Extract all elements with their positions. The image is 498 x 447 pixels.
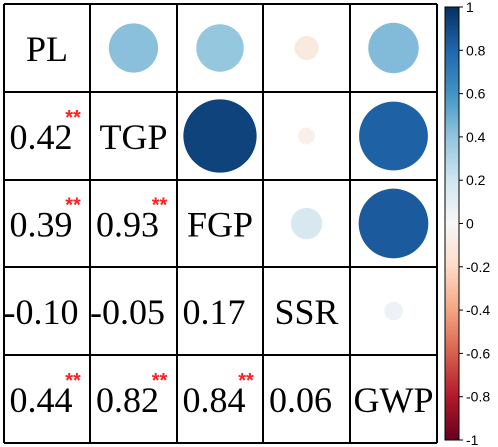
colorbar-tick-label: -0.2 [466,259,490,275]
colorbar-tick-label: -0.6 [466,345,490,361]
colorbar-tick-label: 0.6 [466,86,486,102]
colorbar-tick-label: -1 [466,432,479,447]
significance-marker: ** [238,370,254,392]
colorbar-tick-label: 1 [466,0,474,15]
colorbar-gradient [444,6,460,441]
correlation-circle [358,188,429,259]
correlation-value: -0.10 [4,292,79,332]
correlation-circle [294,35,319,61]
correlation-value: 0.93 [96,205,159,245]
correlation-value: 0.17 [183,292,246,332]
significance-marker: ** [65,107,81,129]
correlation-value: 0.39 [10,205,73,245]
correlation-circle [359,101,428,171]
colorbar-tick-label: 0.8 [466,42,486,58]
significance-marker: ** [152,370,168,392]
correlation-circle [368,22,419,74]
colorbar-tick-label: 0.2 [466,172,486,188]
colorbar-tick-label: -0.8 [466,389,490,405]
colorbar-tick-label: 0 [466,216,474,232]
colorbar: 1 0.8 0.6 0.4 0.2 0 -0.2 -0.4 -0.6 -0.8 -1 [444,0,490,447]
variable-label: TGP [99,117,167,157]
correlation-circle [290,207,323,240]
variable-label: FGP [187,205,253,245]
significance-marker: ** [65,195,81,217]
variable-label: GWP [354,380,434,420]
correlation-value: 0.44 [10,380,73,420]
colorbar-tick-label: 0.4 [466,129,486,145]
correlation-value: 0.84 [183,380,246,420]
correlation-circle [108,23,159,73]
correlation-value: 0.42 [10,117,73,157]
correlation-circle [384,301,403,321]
variable-label: PL [26,29,68,69]
correlation-value: 0.06 [269,380,332,420]
correlation-value: -0.05 [90,292,165,332]
correlation-value: 0.82 [96,380,159,420]
correlation-grid [3,3,438,444]
significance-marker: ** [152,195,168,217]
significance-marker: ** [65,370,81,392]
correlation-circle [183,99,257,173]
correlation-circle [298,127,315,145]
correlation-circle [196,24,244,72]
colorbar-tick-label: -0.4 [466,302,490,318]
variable-label: SSR [274,292,338,332]
